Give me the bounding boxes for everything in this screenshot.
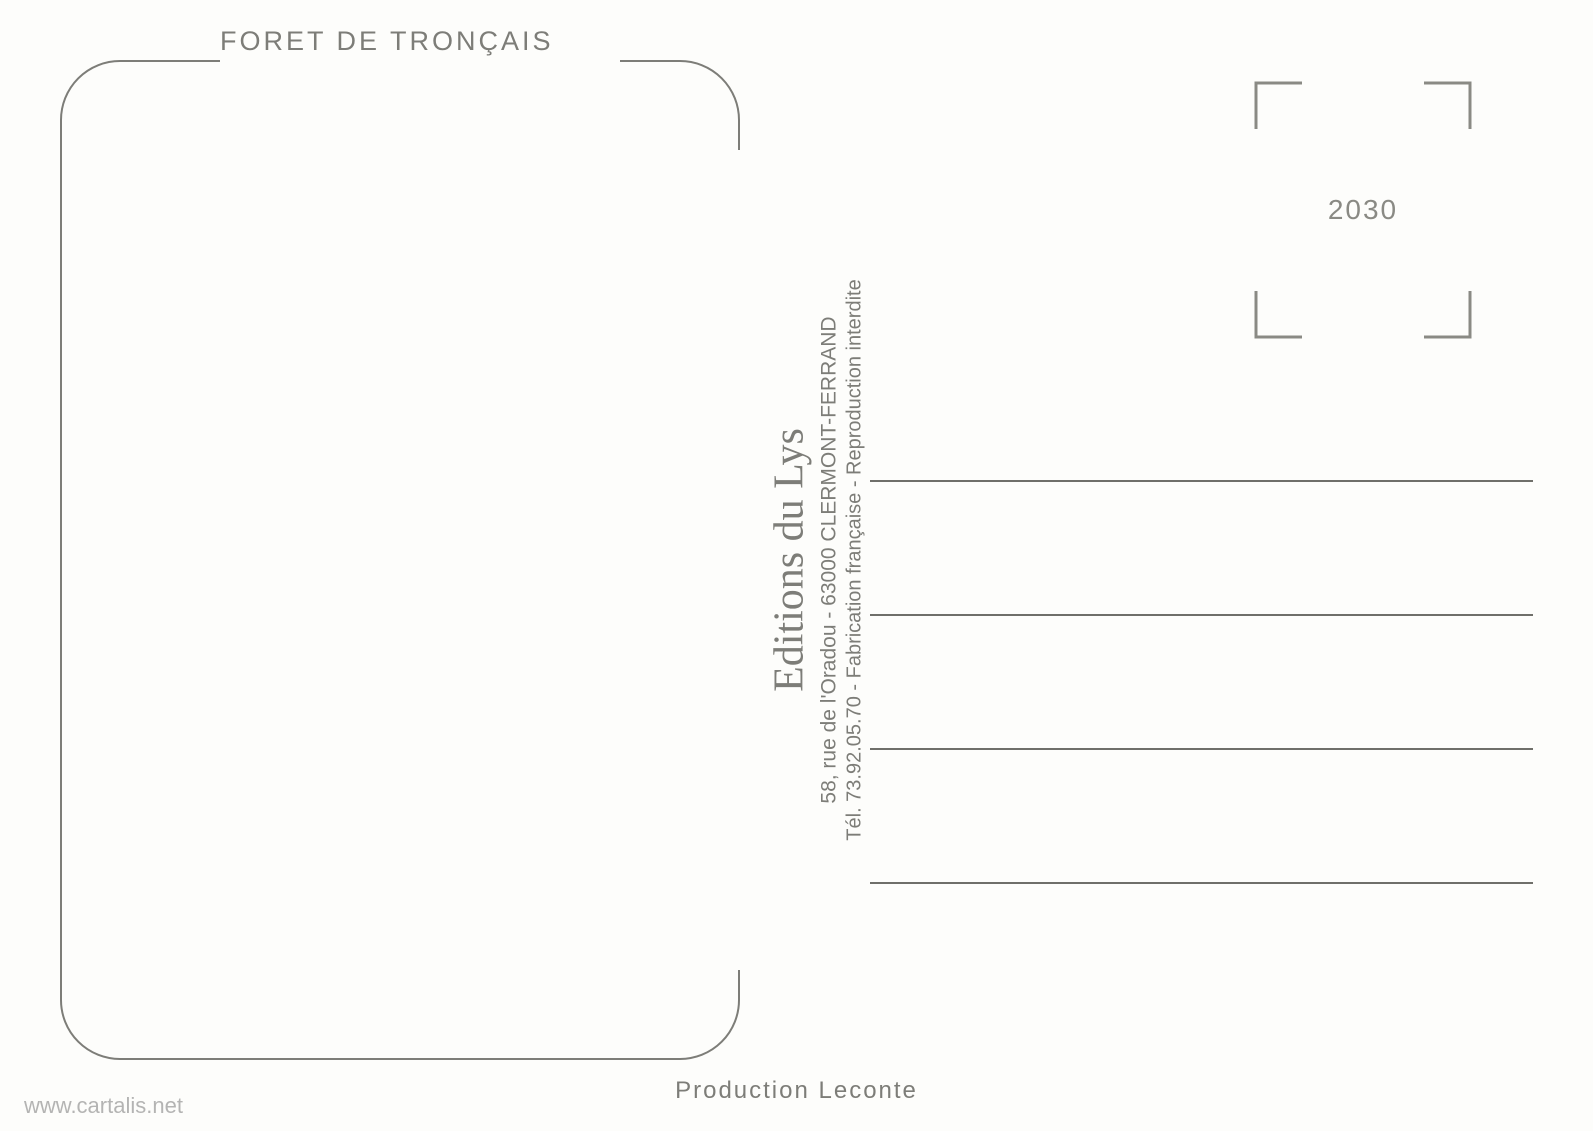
publisher-brand: Editions du Lys bbox=[768, 279, 810, 840]
stamp-box: 2030 bbox=[1253, 80, 1473, 340]
publisher-address: 58, rue de l'Oradou - 63000 CLERMONT-FER… bbox=[816, 279, 842, 840]
address-lines bbox=[870, 480, 1533, 884]
publisher-legal: Tél. 73.92.05.70 - Fabrication française… bbox=[843, 279, 868, 840]
watermark: www.cartalis.net bbox=[24, 1093, 183, 1119]
card-title: FORET DE TRONÇAIS bbox=[220, 26, 554, 57]
production-credit: Production Leconte bbox=[0, 1077, 1593, 1105]
postcard-back: FORET DE TRONÇAIS Editions du Lys 58, ru… bbox=[0, 0, 1593, 1131]
address-line bbox=[870, 480, 1533, 482]
address-line bbox=[870, 882, 1533, 884]
stamp-number: 2030 bbox=[1253, 194, 1473, 226]
address-line bbox=[870, 614, 1533, 616]
address-line bbox=[870, 748, 1533, 750]
message-panel-border bbox=[60, 60, 740, 1060]
publisher-imprint: Editions du Lys 58, rue de l'Oradou - 63… bbox=[778, 60, 858, 1060]
